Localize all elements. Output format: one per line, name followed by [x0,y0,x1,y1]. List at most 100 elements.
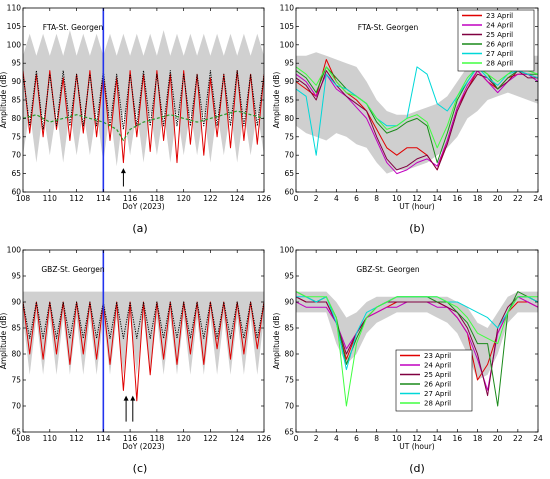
x-axis-label: UT (hour) [399,202,435,211]
y-tick-label: 110 [280,4,295,13]
x-tick-label: 110 [43,434,58,443]
plot-area [23,291,264,402]
x-tick-label: 118 [150,194,165,203]
y-tick-label: 80 [284,114,294,123]
x-tick-label: 112 [69,434,84,443]
series-line-5 [296,66,538,156]
panel-caption: (c) [133,462,148,475]
y-tick-label: 95 [11,272,21,281]
series-line-2 [23,301,264,402]
x-tick-label: 126 [257,194,272,203]
y-tick-label: 105 [280,22,295,31]
x-tick-label: 18 [473,434,483,443]
plot-area [296,52,538,175]
y-tick-label: 60 [284,188,294,197]
series-line-3 [23,70,264,130]
legend-label: 23 April [486,12,513,20]
legend-label: 27 April [424,390,451,398]
legend-label: 25 April [486,31,513,39]
x-tick-label: 122 [203,194,218,203]
x-tick-label: 116 [123,434,138,443]
x-tick-label: 24 [533,434,543,443]
y-tick-label: 70 [11,402,21,411]
x-tick-label: 108 [16,434,31,443]
x-tick-label: 22 [513,434,523,443]
x-tick-label: 116 [123,194,138,203]
y-tick-label: 100 [7,246,22,255]
y-tick-label: 100 [280,246,295,255]
x-tick-label: 4 [334,194,339,203]
y-tick-label: 75 [284,376,294,385]
x-tick-label: 122 [203,434,218,443]
y-tick-label: 65 [11,428,21,437]
legend-label: 27 April [486,50,513,58]
panel-caption: (a) [132,222,147,235]
x-tick-label: 120 [177,194,192,203]
x-tick-label: 10 [392,434,402,443]
series-line-2 [296,70,538,175]
x-tick-label: 8 [374,434,379,443]
y-tick-label: 95 [11,59,21,68]
x-tick-label: 114 [96,434,111,443]
y-tick-label: 85 [284,96,294,105]
panel-2: 0 2 4 6 8 10 12 14 16 18 20 22 246065707580859095100… [272,4,543,212]
y-tick-label: 90 [11,298,21,307]
panel-title: FTA-St. Georgen [358,23,419,32]
x-tick-label: 6 [354,194,359,203]
series-band [23,30,264,167]
y-tick-label: 75 [11,376,21,385]
y-tick-label: 65 [11,169,21,178]
y-tick-label: 90 [11,77,21,86]
arrow-head [130,395,136,401]
x-tick-label: 124 [230,194,245,203]
x-tick-label: 112 [69,194,84,203]
x-tick-label: 110 [43,194,58,203]
y-axis-label: Amplitude (dB) [0,313,8,370]
legend-label: 28 April [424,400,451,408]
legend-box [395,349,473,412]
panel-caption: (d) [409,462,425,475]
y-axis-label: Amplitude (dB) [0,72,8,129]
y-tick-label: 75 [11,132,21,141]
panel-title: FTA-St. Georgen [43,23,104,32]
x-tick-label: 118 [150,434,165,443]
x-tick-label: 20 [493,434,503,443]
x-axis-label: UT (hour) [399,442,435,451]
x-tick-label: 18 [473,194,483,203]
y-tick-label: 90 [284,298,294,307]
y-tick-label: 85 [284,324,294,333]
y-tick-label: 80 [11,350,21,359]
panel-title: GBZ-St. Georgen [41,265,104,274]
y-tick-label: 105 [7,22,22,31]
y-tick-label: 70 [284,402,294,411]
x-tick-label: 4 [334,434,339,443]
panel-caption: (b) [409,222,425,235]
y-tick-label: 80 [284,350,294,359]
y-tick-label: 65 [284,428,294,437]
quiet-day-band [296,52,538,174]
y-tick-label: 110 [7,4,22,13]
y-tick-label: 100 [7,40,22,49]
legend-label: 26 April [486,41,513,49]
x-tick-label: 2 [314,434,319,443]
x-tick-label: 10 [392,194,402,203]
x-tick-label: 16 [453,434,463,443]
x-tick-label: 22 [513,194,523,203]
x-tick-label: 114 [96,194,111,203]
legend-label: 26 April [424,381,451,389]
x-tick-label: 120 [177,434,192,443]
y-tick-label: 100 [280,40,295,49]
x-tick-label: 126 [257,434,272,443]
legend-label: 24 April [424,362,451,370]
x-tick-label: 124 [230,434,245,443]
legend-label: 25 April [424,371,451,379]
legend-label: 28 April [486,60,513,68]
y-axis-label: Amplitude (dB) [272,313,281,370]
panel-title: GBZ-St. Georgen [356,265,419,274]
x-tick-label: 12 [412,194,422,203]
x-tick-label: 108 [16,194,31,203]
x-tick-label: 2 [314,194,319,203]
y-tick-label: 80 [11,114,21,123]
y-tick-label: 95 [284,59,294,68]
